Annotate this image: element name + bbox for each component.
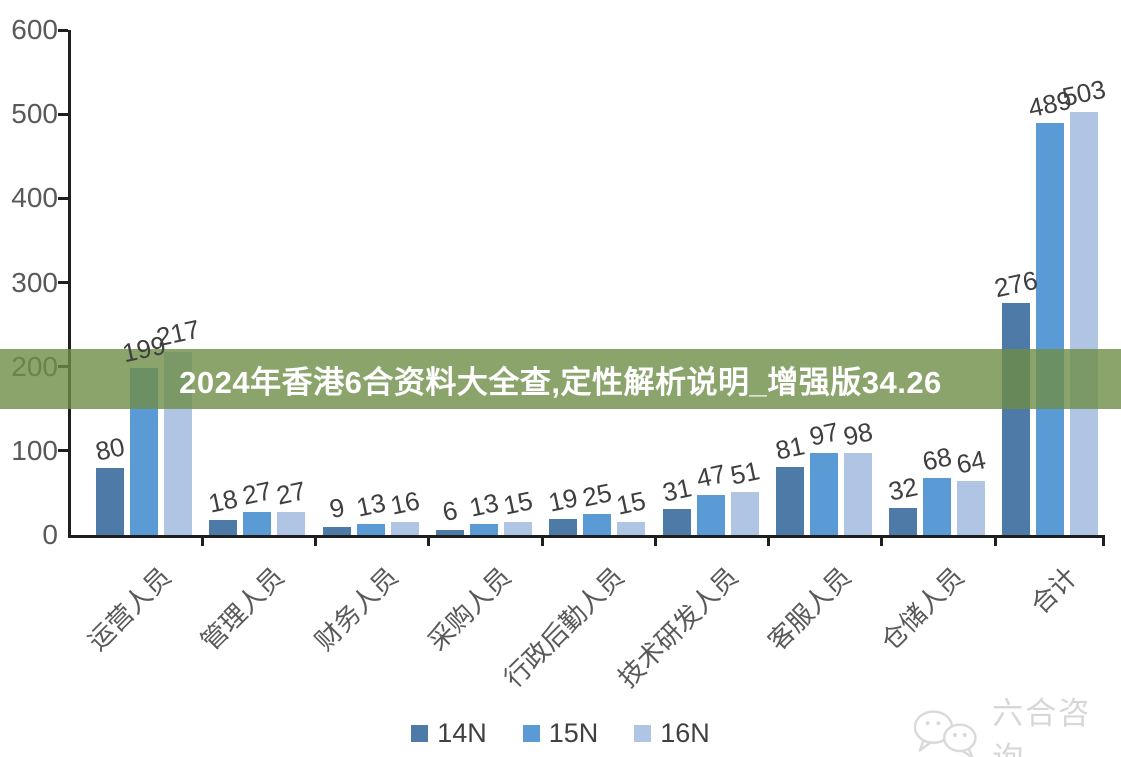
bar-15N bbox=[583, 513, 612, 535]
bar-15N bbox=[809, 453, 838, 535]
x-tick-mark bbox=[313, 535, 317, 546]
legend-label-14n: 14N bbox=[437, 718, 487, 748]
bar-16N bbox=[617, 522, 646, 535]
bar-value-label: 503 bbox=[1060, 73, 1109, 112]
y-tick-label: 300 bbox=[11, 266, 58, 298]
bar-16N bbox=[957, 481, 986, 535]
bar-14N bbox=[322, 527, 351, 535]
legend-swatch-14n bbox=[411, 725, 429, 742]
legend: 14N 15N 16N bbox=[0, 718, 1121, 749]
bar-group bbox=[889, 477, 986, 535]
bar-14N bbox=[96, 467, 124, 535]
y-tick-mark bbox=[58, 281, 68, 284]
legend-item-14n: 14N bbox=[411, 718, 487, 749]
x-tick-mark bbox=[653, 535, 657, 546]
bar-14N bbox=[1002, 302, 1031, 535]
y-tick-label: 100 bbox=[11, 434, 58, 466]
y-tick-label: 600 bbox=[11, 14, 58, 45]
bar-15N bbox=[696, 495, 725, 535]
bar-15N bbox=[469, 524, 498, 535]
bar-16N bbox=[843, 452, 872, 535]
bar-group bbox=[549, 513, 646, 535]
bar-14N bbox=[435, 529, 464, 535]
x-tick-mark bbox=[767, 535, 771, 546]
bar-14N bbox=[662, 508, 691, 535]
bar-16N bbox=[277, 512, 306, 535]
bar-16N bbox=[1070, 111, 1099, 535]
bar-14N bbox=[549, 519, 578, 535]
bar-15N bbox=[243, 512, 272, 535]
x-tick-mark bbox=[993, 535, 997, 546]
y-tick-label: 500 bbox=[11, 98, 58, 130]
legend-label-16n: 16N bbox=[660, 718, 710, 748]
plot-area: 80 199 217 运营人员 18 27 27 管理人员 9 13 16 财务人员 6 13 15 采购人员… bbox=[68, 30, 1109, 693]
overlay-banner: 2024年香港6合资料大全查,定性解析说明_增强版34.26 bbox=[0, 349, 1121, 409]
x-tick-mark bbox=[427, 535, 431, 546]
bar-14N bbox=[775, 466, 804, 535]
y-tick-mark bbox=[58, 449, 68, 453]
legend-swatch-16n bbox=[634, 725, 652, 742]
x-tick-mark bbox=[540, 535, 544, 546]
overlay-banner-text: 2024年香港6合资料大全查,定性解析说明_增强版34.26 bbox=[179, 364, 942, 400]
watermark-text: 六合咨询 bbox=[992, 696, 1092, 757]
bar-15N bbox=[356, 524, 385, 535]
watermark: 六合咨询 bbox=[912, 688, 1121, 757]
bar-group bbox=[435, 522, 532, 535]
bar-group bbox=[1002, 111, 1099, 535]
bar-15N bbox=[1036, 123, 1065, 535]
bar-group bbox=[775, 452, 872, 535]
y-tick-label: 400 bbox=[11, 182, 58, 214]
legend-swatch-15n bbox=[522, 725, 540, 742]
y-tick-mark bbox=[58, 196, 68, 200]
bar-group bbox=[662, 492, 759, 535]
y-tick-mark bbox=[58, 112, 68, 116]
bar-14N bbox=[209, 519, 238, 535]
legend-item-15n: 15N bbox=[522, 718, 599, 749]
bar-16N bbox=[503, 522, 532, 535]
x-tick-mark bbox=[880, 535, 884, 546]
x-tick-mark bbox=[200, 535, 204, 546]
bar-14N bbox=[889, 508, 918, 535]
y-tick-mark bbox=[58, 28, 68, 32]
bar-group bbox=[322, 521, 419, 535]
bar-16N bbox=[730, 492, 759, 535]
bar-group bbox=[209, 512, 306, 535]
legend-item-16n: 16N bbox=[634, 718, 710, 749]
x-tick-mark bbox=[1102, 535, 1105, 546]
wechat-bubbles-icon bbox=[913, 710, 977, 757]
bar-16N bbox=[390, 521, 419, 535]
y-tick-label: 0 bbox=[42, 519, 58, 550]
legend-label-15n: 15N bbox=[548, 718, 599, 748]
bar-15N bbox=[923, 477, 952, 535]
